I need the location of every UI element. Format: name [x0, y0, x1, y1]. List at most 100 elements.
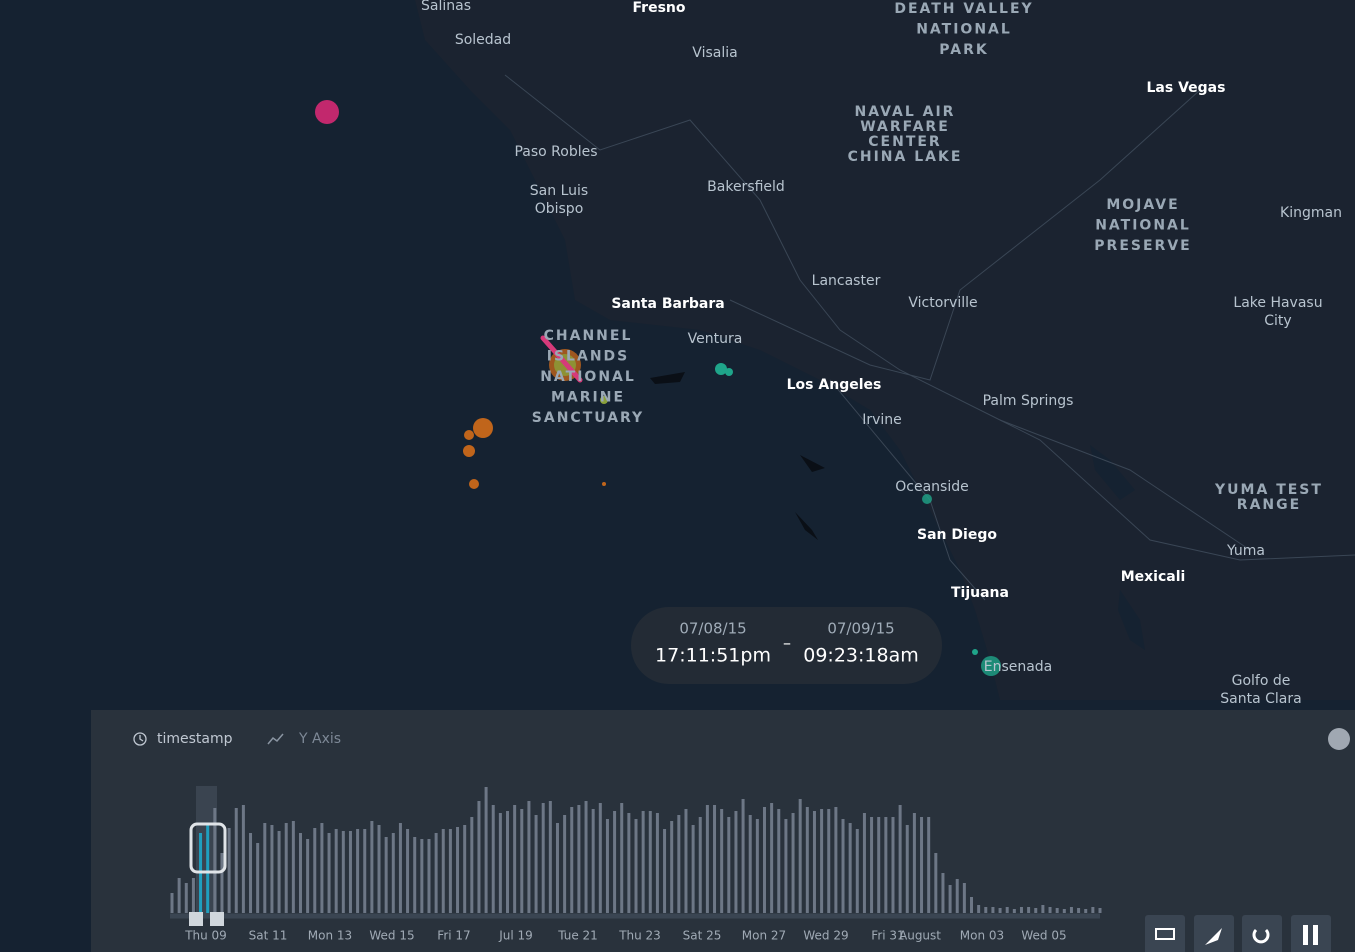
histogram-bar [513, 805, 517, 913]
pause-icon [1303, 925, 1308, 945]
histogram-bar [962, 883, 966, 913]
histogram-bar [748, 815, 752, 913]
collapse-button[interactable] [1328, 728, 1350, 750]
map-label: Ensenada [984, 659, 1053, 675]
histogram-bar [227, 828, 231, 913]
histogram-bar [577, 805, 581, 913]
x-tick-label: Fri 31 [871, 929, 904, 943]
map-label: YUMA TEST [1214, 482, 1323, 498]
map-label: San Diego [917, 527, 997, 543]
map-label: CHINA LAKE [848, 149, 963, 165]
histogram-bar [605, 819, 609, 913]
start-date: 07/08/15 [679, 620, 746, 638]
pause-button[interactable] [1291, 915, 1331, 952]
point [602, 482, 606, 486]
x-tick-label: Jul 19 [498, 929, 533, 943]
histogram-bar [762, 807, 766, 913]
point [981, 656, 1001, 676]
histogram-bar [812, 811, 816, 913]
histogram-bar [984, 907, 988, 913]
histogram-bar [663, 829, 667, 913]
histogram-bar [705, 805, 709, 913]
map-label: Oceanside [895, 479, 968, 495]
histogram-bar [306, 839, 310, 913]
point [715, 363, 727, 375]
histogram-bar [398, 823, 402, 913]
histogram-bar [170, 893, 174, 913]
x-tick-label: August [899, 929, 941, 943]
histogram-bar [977, 905, 981, 913]
histogram-bar [848, 823, 852, 913]
end-date: 07/09/15 [827, 620, 894, 638]
histogram-bar [370, 821, 374, 913]
x-tick-label: Thu 23 [618, 929, 661, 943]
histogram-bar [377, 825, 381, 913]
histogram-bar [1019, 907, 1023, 913]
histogram-bar [249, 833, 253, 913]
map-label: Paso Robles [514, 144, 597, 160]
histogram-bar [527, 801, 531, 913]
histogram-bar [1041, 905, 1045, 913]
chart-icon [267, 733, 284, 745]
map-label: Santa Barbara [611, 296, 724, 312]
histogram-bar [841, 819, 845, 913]
histogram-bar [998, 908, 1002, 913]
histogram-bar [520, 809, 524, 913]
histogram-bar [941, 873, 945, 913]
histogram-bar [598, 803, 602, 913]
histogram-bar [948, 885, 952, 913]
map-label: Lancaster [812, 273, 881, 289]
histogram-bar [356, 829, 360, 913]
histogram-bar [320, 823, 324, 913]
histogram-bar [563, 815, 567, 913]
histogram-bar [677, 815, 681, 913]
x-tick-label: Mon 03 [960, 929, 1004, 943]
histogram-bar [670, 821, 674, 913]
map-label: Obispo [535, 201, 584, 217]
data-points [315, 100, 1001, 676]
reset-button[interactable] [1242, 915, 1282, 952]
speed-button[interactable] [1194, 915, 1234, 952]
histogram-bar [584, 801, 588, 913]
histogram-bar [1048, 907, 1052, 913]
histogram-bar [213, 808, 217, 913]
map-label: NAVAL AIR [855, 104, 956, 120]
histogram-bar [277, 831, 281, 913]
range-start-handle[interactable] [189, 912, 203, 926]
histogram-bar [363, 829, 367, 913]
range-end-handle[interactable] [210, 912, 224, 926]
histogram-bar [620, 803, 624, 913]
range-handle[interactable] [189, 822, 227, 874]
x-tick-label: Wed 05 [1021, 929, 1066, 943]
window-icon [1155, 928, 1175, 940]
map-label: Tijuana [951, 585, 1009, 601]
pause-icon [1313, 925, 1318, 945]
histogram-bar [805, 807, 809, 913]
window-button[interactable] [1145, 915, 1185, 952]
land [415, 0, 1355, 700]
histogram-bar [591, 809, 595, 913]
rocket-icon [1205, 928, 1222, 945]
histogram-bar [384, 837, 388, 913]
field-selector[interactable]: timestamp [157, 731, 233, 747]
histogram-bar [177, 878, 181, 913]
histogram-bar [934, 853, 938, 913]
histogram-bar [313, 828, 317, 913]
histogram-bar [406, 829, 410, 913]
histogram-bar [655, 813, 659, 913]
point [725, 368, 733, 376]
map-label: MARINE [551, 390, 625, 406]
map-label: Lake Havasu [1233, 295, 1322, 311]
histogram-bar [498, 813, 502, 913]
x-tick-label: Thu 09 [184, 929, 227, 943]
map-label: ISLANDS [547, 349, 629, 365]
controls [1145, 915, 1331, 952]
histogram-bar [862, 813, 866, 913]
map-label: Ventura [688, 331, 743, 347]
histogram-bar [713, 805, 717, 913]
histogram-bar [434, 833, 438, 913]
map-label: NATIONAL [540, 369, 636, 385]
x-tick-label: Wed 15 [369, 929, 414, 943]
histogram-bar [898, 805, 902, 913]
y-axis-selector[interactable]: Y Axis [298, 731, 341, 747]
